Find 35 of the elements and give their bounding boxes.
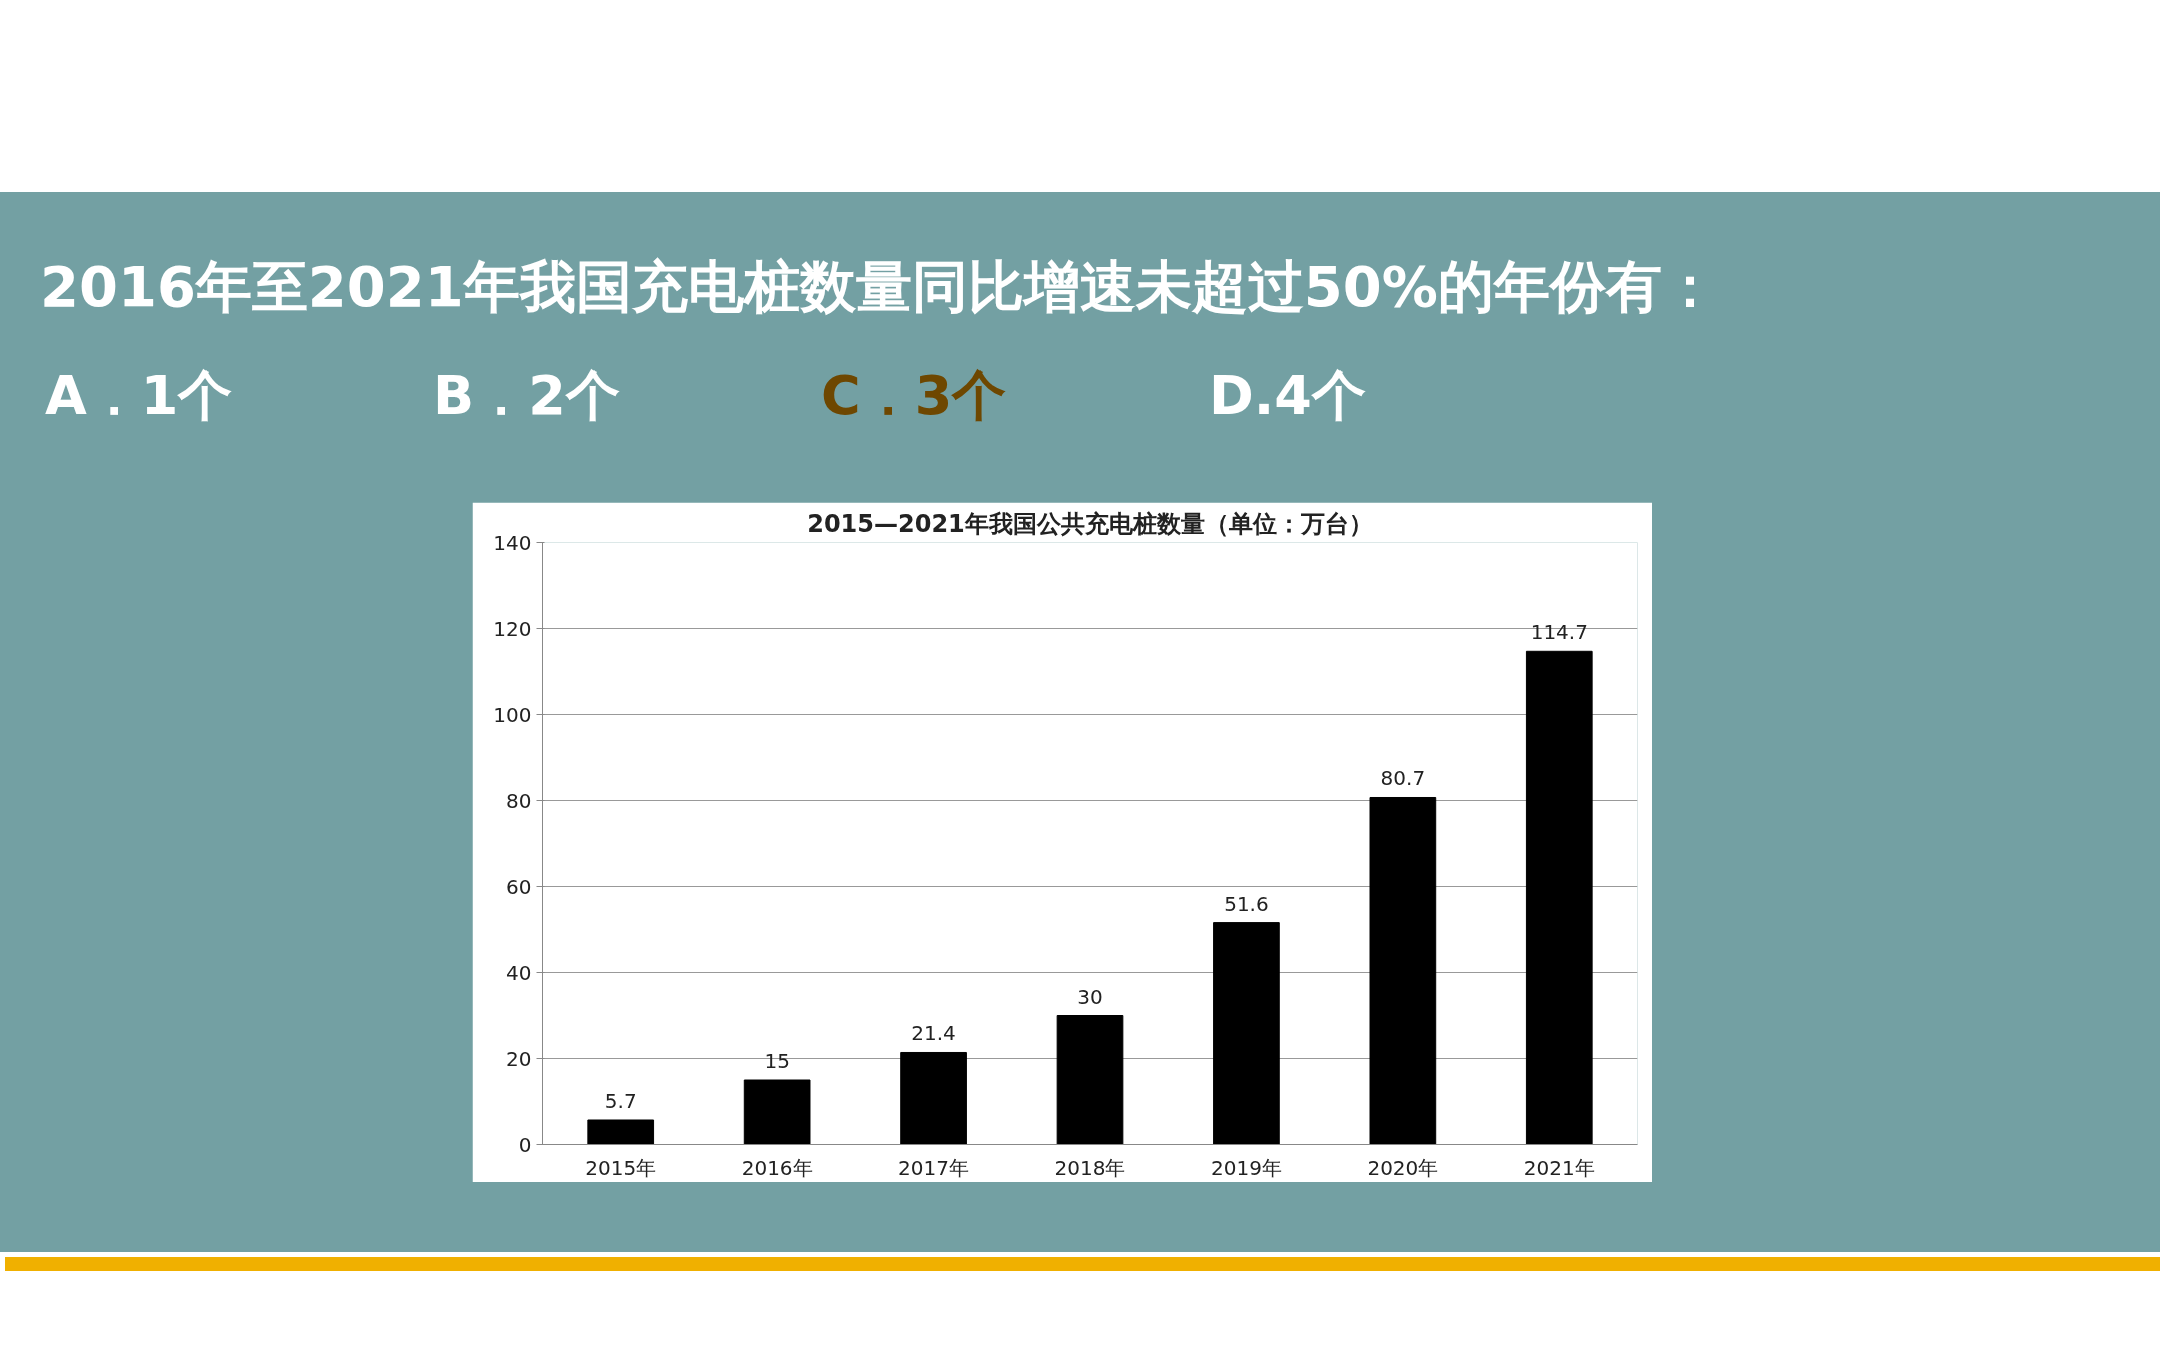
x-tick-label: 2016年 xyxy=(741,1155,813,1180)
y-tick-label: 120 xyxy=(493,616,532,641)
data-label: 15 xyxy=(764,1049,790,1073)
y-tick-label: 0 xyxy=(518,1132,532,1157)
bar xyxy=(1369,796,1437,1145)
y-tick-label: 140 xyxy=(493,530,532,555)
x-tick-label: 2015年 xyxy=(585,1155,657,1180)
data-label: 21.4 xyxy=(911,1021,956,1046)
text: C．3个 xyxy=(821,363,1007,429)
y-tick-label: 40 xyxy=(506,960,532,985)
bar xyxy=(587,1119,655,1145)
bar xyxy=(1213,922,1280,1145)
bar xyxy=(900,1051,967,1145)
text: A．1个 xyxy=(45,363,233,429)
y-tick-label: 20 xyxy=(506,1046,532,1071)
x-tick-label: 2019年 xyxy=(1210,1155,1282,1180)
bar xyxy=(743,1079,811,1145)
y-tick-label: 60 xyxy=(506,874,532,899)
x-tick-label: 2020年 xyxy=(1367,1155,1439,1180)
bar xyxy=(1525,650,1593,1145)
x-tick-label: 2018年 xyxy=(1054,1155,1126,1180)
data-label: 80.7 xyxy=(1380,766,1426,791)
x-tick-label: 2017年 xyxy=(898,1155,970,1180)
text: B．2个 xyxy=(433,363,620,429)
data-label: 30 xyxy=(1077,984,1103,1009)
data-label: 114.7 xyxy=(1530,620,1588,645)
y-tick-label: 100 xyxy=(493,702,532,727)
data-label: 5.7 xyxy=(604,1088,637,1113)
x-tick-label: 2021年 xyxy=(1523,1155,1595,1180)
text: D.4个 xyxy=(1209,363,1366,429)
chart-title: 2015—2021年我国公共充电桩数量（单位：万台） xyxy=(807,509,1373,538)
y-tick-label: 80 xyxy=(506,788,532,813)
data-label: 51.6 xyxy=(1224,891,1269,916)
bar xyxy=(1056,1015,1124,1145)
text: 2016年至2021年我国充电桩数量同比增速未超过50%的年份有： xyxy=(40,253,1718,321)
